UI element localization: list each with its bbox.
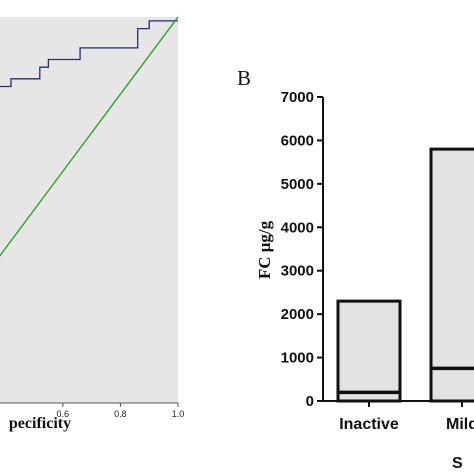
reference-diagonal-line <box>0 16 179 257</box>
box-marks <box>336 147 474 403</box>
roc-plot-area <box>0 17 178 403</box>
panel-label-b: B <box>237 66 251 90</box>
roc-x-tick-label: 0.8 <box>114 409 127 419</box>
roc-x-axis-label: pecificity <box>9 415 71 432</box>
roc-curve-panel: 0.6 0.8 1.0 pecificity <box>0 16 185 432</box>
roc-x-tick-label: 0.6 <box>57 409 70 419</box>
box-chart-panel: B FC μg/g 01000200030004000500060007000 … <box>237 66 474 472</box>
box-y-ticks: 0 1000 2000 3000 4000 5000 6000 7000 <box>281 89 323 410</box>
box-y-tick-label: 1000 <box>281 350 314 367</box>
box-y-tick-label: 7000 <box>281 89 314 106</box>
box-y-tick-label: 3000 <box>281 263 314 280</box>
box-mild <box>429 147 474 403</box>
box-y-tick-label: 4000 <box>281 219 314 236</box>
box-inactive <box>336 299 402 403</box>
roc-x-tick-label: 1.0 <box>172 409 185 419</box>
roc-series-group <box>0 16 179 257</box>
roc-curve-line <box>0 20 178 88</box>
box-x-ticks: Inactive Mild <box>339 401 474 433</box>
box-y-tick-label: 0 <box>306 393 314 410</box>
box-y-tick-label: 5000 <box>281 176 314 193</box>
box-y-tick-label: 2000 <box>281 306 314 323</box>
box-x-axis-title: S <box>452 455 463 472</box>
box-y-tick-label: 6000 <box>281 132 314 149</box>
box-x-tick-label: Mild <box>446 416 474 433</box>
roc-x-ticks: 0.6 0.8 1.0 <box>57 403 185 419</box>
box-y-axis-label: FC μg/g <box>255 220 274 279</box>
box-x-tick-label: Inactive <box>339 416 399 433</box>
